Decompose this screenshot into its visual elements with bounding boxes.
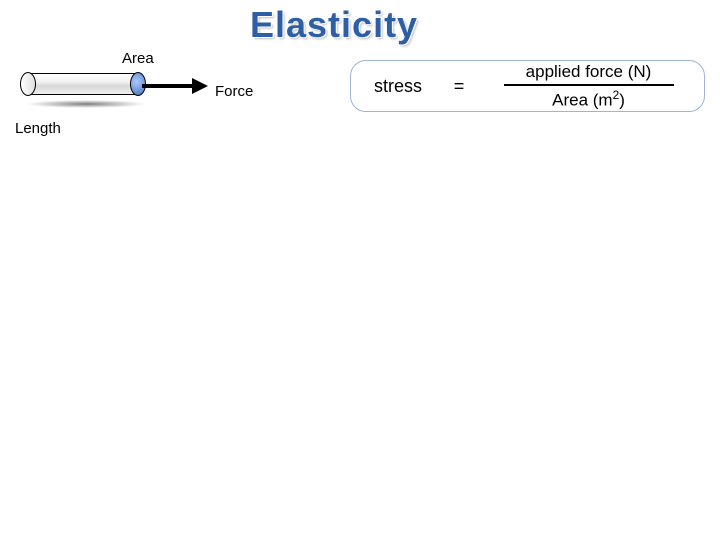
denominator-suffix: ) — [619, 90, 625, 109]
formula-lhs: stress — [351, 76, 445, 97]
formula-fraction: applied force (N) Area (m2) — [473, 62, 704, 111]
fraction-bar — [504, 84, 674, 86]
stress-formula-box: stress = applied force (N) Area (m2) — [350, 60, 705, 112]
length-label: Length — [15, 120, 61, 137]
page-title: Elasticity — [250, 4, 418, 46]
formula-numerator: applied force (N) — [526, 62, 652, 82]
force-label: Force — [215, 83, 253, 100]
formula-denominator: Area (m2) — [552, 88, 625, 111]
rod-force-diagram: Area Force Length — [10, 50, 270, 150]
denominator-prefix: Area (m — [552, 90, 612, 109]
arrow-shaft — [142, 84, 194, 88]
rod-end-left — [20, 72, 36, 96]
arrow-head — [192, 78, 208, 94]
formula-equals: = — [445, 76, 473, 97]
rod-shape — [20, 70, 150, 100]
rod-shadow — [26, 100, 146, 108]
rod-body — [28, 73, 138, 95]
area-label: Area — [122, 50, 154, 67]
